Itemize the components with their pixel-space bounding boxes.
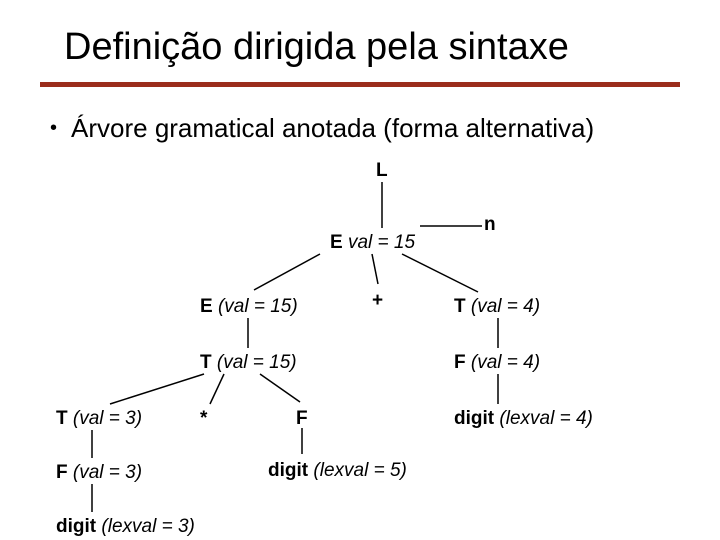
node-symbol: digit [56,516,96,537]
tree-node-Fmid: F [296,408,308,430]
node-attr: (lexval = 3) [101,516,194,537]
node-symbol: T [200,352,212,373]
node-attr: (val = 15) [217,352,297,373]
node-attr: (val = 4) [471,352,540,373]
tree-node-Eleft: E (val = 15) [200,296,298,318]
node-symbol: F [296,408,308,429]
node-symbol: L [376,160,388,181]
node-attr: val = 15 [348,232,415,253]
node-attr: (val = 15) [218,296,298,317]
node-symbol: T [454,296,466,317]
node-symbol: digit [454,408,494,429]
node-symbol: E [330,232,343,253]
tree-node-Eroot: E val = 15 [330,232,415,254]
tree-edge [260,374,300,402]
tree-node-dig4: digit (lexval = 4) [454,408,593,430]
title-underline [40,82,680,87]
tree-node-n: n [484,214,496,236]
tree-node-dig3: digit (lexval = 3) [56,516,195,538]
bullet-item: • Árvore gramatical anotada (forma alter… [50,114,594,142]
node-symbol: + [372,290,383,311]
bullet-text: Árvore gramatical anotada (forma alterna… [71,114,594,142]
tree-node-star: * [200,408,207,430]
node-symbol: n [484,214,496,235]
tree-node-Tleft: T (val = 15) [200,352,297,374]
tree-node-Tll: T (val = 3) [56,408,142,430]
tree-node-plus: + [372,290,383,312]
tree-node-Fright: F (val = 4) [454,352,540,374]
node-symbol: F [454,352,466,373]
bullet-dot-icon: • [50,114,57,142]
node-symbol: * [200,408,207,429]
node-symbol: F [56,462,68,483]
tree-node-L: L [376,160,388,182]
node-symbol: T [56,408,68,429]
node-attr: (lexval = 5) [313,460,406,481]
node-attr: (val = 4) [471,296,540,317]
node-attr: (val = 3) [73,408,142,429]
slide-title: Definição dirigida pela sintaxe [64,26,569,69]
tree-node-Fll: F (val = 3) [56,462,142,484]
tree-edge [210,374,224,404]
tree-edge [254,254,320,290]
tree-node-dig5: digit (lexval = 5) [268,460,407,482]
node-attr: (val = 3) [73,462,142,483]
tree-edges [0,0,720,540]
tree-edge [110,374,204,404]
node-symbol: E [200,296,213,317]
tree-edge [402,254,478,292]
tree-edge [372,254,378,284]
node-attr: (lexval = 4) [499,408,592,429]
node-symbol: digit [268,460,308,481]
tree-node-Tright: T (val = 4) [454,296,540,318]
